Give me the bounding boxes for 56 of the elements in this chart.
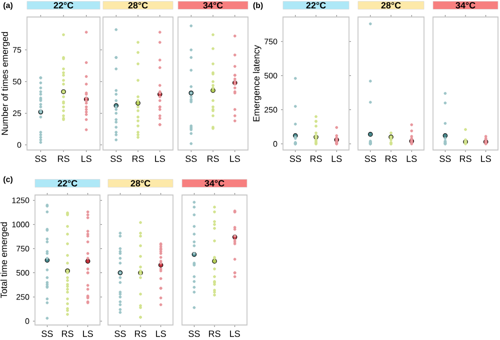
x-tick-label: SS [364,156,376,162]
x-tick-label: RS [132,156,144,162]
y-tick-label: 250 [264,106,278,113]
y-tick-label: 25 [12,110,22,116]
text: (a) [4,2,12,10]
x-tick-label: LS [83,330,93,337]
x-tick-label: SS [188,330,200,337]
y-tick-label: 750 [16,246,30,252]
text: (b) [253,2,263,10]
y-tick-label: 500 [16,270,30,276]
chart-title: 34°C [456,2,476,8]
x-tick-label: RS [134,330,146,337]
chart-title: 28°C [128,2,148,8]
x-tick-label: SS [440,156,451,162]
x-tick-label: RS [460,156,472,162]
y-tick-label: 500 [264,72,278,78]
x-tick-label: LS [230,156,240,162]
x-tick-label: LS [155,156,165,162]
y-tick-label: 250 [16,294,30,300]
x-tick-label: LS [481,156,491,162]
x-tick-label: RS [310,156,322,162]
x-tick-label: LS [82,156,92,162]
x-tick-label: LS [230,330,240,337]
x-tick-label: RS [207,156,219,162]
text: (c) [4,176,12,184]
chart-title: 28°C [381,2,401,9]
x-tick-label: RS [385,156,397,162]
y-tick-label: 50 [12,78,22,84]
x-tick-label: SS [42,330,53,337]
chart-title: 28°C [130,180,150,187]
chart-title: 22°C [58,180,78,187]
y-tick-label: 750 [264,38,278,44]
chart-title: 22°C [54,2,74,8]
y-axis-title: Number of times emerged [1,32,10,135]
y-tick-label: 0 [273,141,278,147]
y-tick-label: 0 [17,142,22,148]
x-tick-label: LS [332,156,342,162]
y-axis-title: Emergence latency [252,45,262,122]
chart-title: 22°C [306,2,326,9]
x-tick-label: SS [35,156,46,162]
x-tick-label: SS [114,330,126,337]
chart-title: 34°C [204,180,224,186]
x-tick-label: RS [208,330,220,337]
y-tick-label: 75 [12,47,22,53]
y-tick-label: 1000 [12,222,30,228]
x-tick-label: RS [58,156,70,162]
x-tick-label: SS [290,156,301,162]
y-axis-title: Total time emerged [0,222,9,298]
y-tick-label: 1250 [12,197,30,204]
chart-title: 34°C [203,2,223,8]
x-tick-label: SS [186,156,197,162]
x-tick-label: LS [406,156,417,162]
y-tick-label: 0 [25,318,30,324]
x-tick-label: RS [62,330,74,337]
x-tick-label: LS [156,330,166,337]
x-tick-label: SS [110,156,122,162]
